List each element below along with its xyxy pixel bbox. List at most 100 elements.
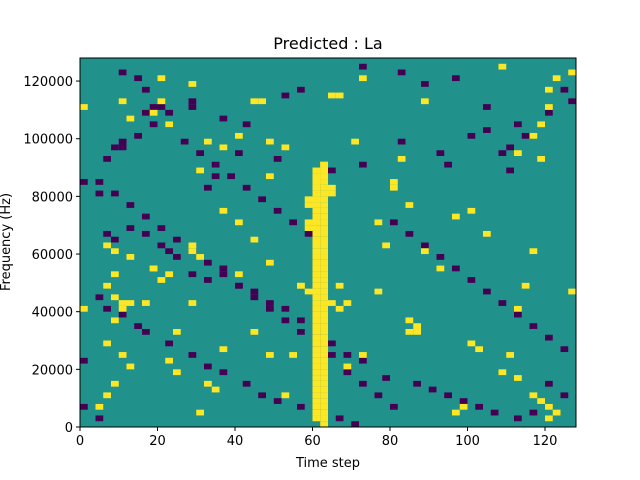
heatmap-cell-high — [304, 202, 313, 208]
heatmap-cell-high — [312, 230, 321, 237]
heatmap-cell-low — [459, 398, 468, 404]
heatmap-cell-high — [475, 346, 483, 353]
heatmap-cell-high — [312, 271, 321, 278]
heatmap-cell-low — [219, 265, 228, 272]
heatmap-cell-high — [312, 202, 321, 208]
heatmap-cell-high — [157, 277, 166, 283]
heatmap-cell-high — [390, 179, 398, 185]
heatmap-cell-high — [312, 363, 321, 370]
heatmap-cell-high — [312, 403, 321, 410]
heatmap-cell-high — [498, 369, 507, 376]
heatmap-cell-high — [328, 184, 336, 191]
heatmap-cell-low — [359, 357, 367, 364]
heatmap-cell-high — [312, 288, 321, 295]
heatmap-cell-high — [312, 352, 321, 358]
heatmap-cell-high — [312, 259, 321, 266]
heatmap-cell-high — [320, 415, 328, 422]
heatmap-cell-low — [382, 375, 390, 381]
heatmap-cell-high — [118, 352, 127, 358]
heatmap-cell-low — [103, 156, 111, 162]
x-axis: 0 20 40 60 80 100 120 — [76, 427, 558, 449]
heatmap-cell-high — [320, 340, 328, 347]
heatmap-cell-high — [320, 386, 328, 393]
heatmap-cell-low — [188, 98, 197, 105]
heatmap-cell-high — [111, 271, 119, 278]
heatmap-cell-high — [312, 409, 321, 416]
heatmap-cell-low — [359, 161, 367, 168]
heatmap-cell-high — [498, 63, 507, 70]
heatmap-cell-high — [111, 317, 119, 324]
heatmap-cell-high — [328, 92, 336, 99]
heatmap-cell-high — [436, 265, 445, 272]
heatmap-cell-high — [529, 248, 538, 255]
heatmap-cell-high — [568, 288, 576, 295]
heatmap-cell-high — [142, 300, 150, 306]
heatmap-cell-low — [142, 328, 150, 335]
heatmap-cell-low — [95, 190, 104, 197]
plot-area — [80, 58, 576, 427]
heatmap-cell-low — [328, 340, 336, 347]
heatmap-cell-low — [204, 259, 212, 266]
heatmap-cell-high — [320, 219, 328, 226]
heatmap-cell-high — [266, 259, 274, 266]
heatmap-cell-high — [312, 375, 321, 381]
heatmap-cell-high — [320, 190, 328, 197]
heatmap-cell-low — [281, 317, 290, 324]
heatmap-cell-high — [126, 363, 135, 370]
x-axis-label: Time step — [295, 456, 360, 471]
heatmap-cell-low — [142, 213, 150, 220]
heatmap-cell-low — [359, 380, 367, 387]
heatmap-cell-low — [188, 104, 197, 110]
heatmap-cell-high — [405, 202, 414, 208]
heatmap-cell-high — [320, 300, 328, 306]
heatmap-cell-high — [312, 386, 321, 393]
heatmap-cell-high — [188, 242, 197, 249]
heatmap-cell-low — [219, 115, 228, 122]
heatmap-cell-high — [320, 225, 328, 231]
heatmap-cell-high — [312, 219, 321, 226]
heatmap-cell-low — [118, 138, 127, 145]
heatmap-cell-high — [320, 167, 328, 174]
heatmap-cell-high — [514, 305, 522, 312]
heatmap-cell-high — [258, 98, 266, 105]
heatmap-cell-high — [196, 409, 204, 416]
heatmap-cell-high — [266, 173, 274, 180]
heatmap-cell-high — [235, 271, 243, 278]
heatmap-cell-high — [320, 357, 328, 364]
heatmap-cell-high — [459, 403, 468, 410]
heatmap-cell-high — [126, 115, 135, 122]
heatmap-cell-low — [444, 392, 452, 399]
heatmap-cell-high — [312, 346, 321, 353]
heatmap-cell-high — [312, 415, 321, 422]
heatmap-cell-low — [529, 323, 538, 329]
heatmap-cell-low — [343, 369, 352, 376]
heatmap-cell-high — [452, 409, 460, 416]
heatmap-cell-high — [196, 254, 204, 260]
heatmap-cell-high — [537, 398, 545, 404]
heatmap-cell-high — [320, 346, 328, 353]
heatmap-cell-high — [374, 219, 383, 226]
x-tick-label: 20 — [149, 434, 166, 449]
x-tick-label: 80 — [382, 434, 399, 449]
heatmap-cell-high — [312, 334, 321, 341]
heatmap-cell-low — [204, 184, 212, 191]
heatmap-cell-low — [111, 236, 119, 243]
heatmap-cell-low — [397, 138, 406, 145]
y-tick-label: 0 — [65, 421, 73, 436]
heatmap-cell-high — [320, 392, 328, 399]
heatmap-cell-high — [204, 380, 212, 387]
heatmap-cell-high — [351, 138, 359, 145]
heatmap-cell-high — [312, 380, 321, 387]
heatmap-cell-high — [521, 282, 530, 289]
heatmap-cell-low — [359, 63, 367, 70]
heatmap-cell-low — [219, 271, 228, 278]
heatmap-cell-low — [134, 323, 142, 329]
heatmap-cell-high — [320, 173, 328, 180]
heatmap-cell-high — [343, 363, 352, 370]
heatmap-cell-high — [320, 421, 328, 427]
heatmap-cell-high — [312, 242, 321, 249]
heatmap-cell-high — [320, 403, 328, 410]
x-tick-label: 120 — [533, 434, 558, 449]
heatmap-cell-low — [103, 230, 111, 237]
heatmap-cell-low — [560, 86, 569, 93]
